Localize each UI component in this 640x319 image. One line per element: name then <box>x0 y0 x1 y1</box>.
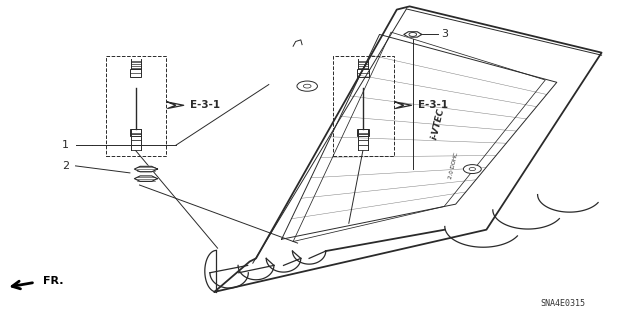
Text: 2: 2 <box>62 161 69 171</box>
Polygon shape <box>404 32 422 37</box>
Text: 3: 3 <box>442 29 449 40</box>
Text: 2.0 DOHC: 2.0 DOHC <box>448 152 459 179</box>
FancyBboxPatch shape <box>357 70 369 78</box>
Text: 1: 1 <box>62 140 69 150</box>
FancyBboxPatch shape <box>130 70 141 78</box>
Circle shape <box>463 165 481 174</box>
Text: E-3-1: E-3-1 <box>418 100 448 110</box>
FancyBboxPatch shape <box>357 129 369 136</box>
Text: FR.: FR. <box>43 276 63 286</box>
FancyBboxPatch shape <box>130 129 141 136</box>
Polygon shape <box>134 166 157 172</box>
Text: E-3-1: E-3-1 <box>190 100 220 110</box>
Text: i-VTEC: i-VTEC <box>429 108 445 141</box>
Polygon shape <box>134 176 157 182</box>
Text: SNA4E0315: SNA4E0315 <box>541 299 586 308</box>
Circle shape <box>297 81 317 91</box>
